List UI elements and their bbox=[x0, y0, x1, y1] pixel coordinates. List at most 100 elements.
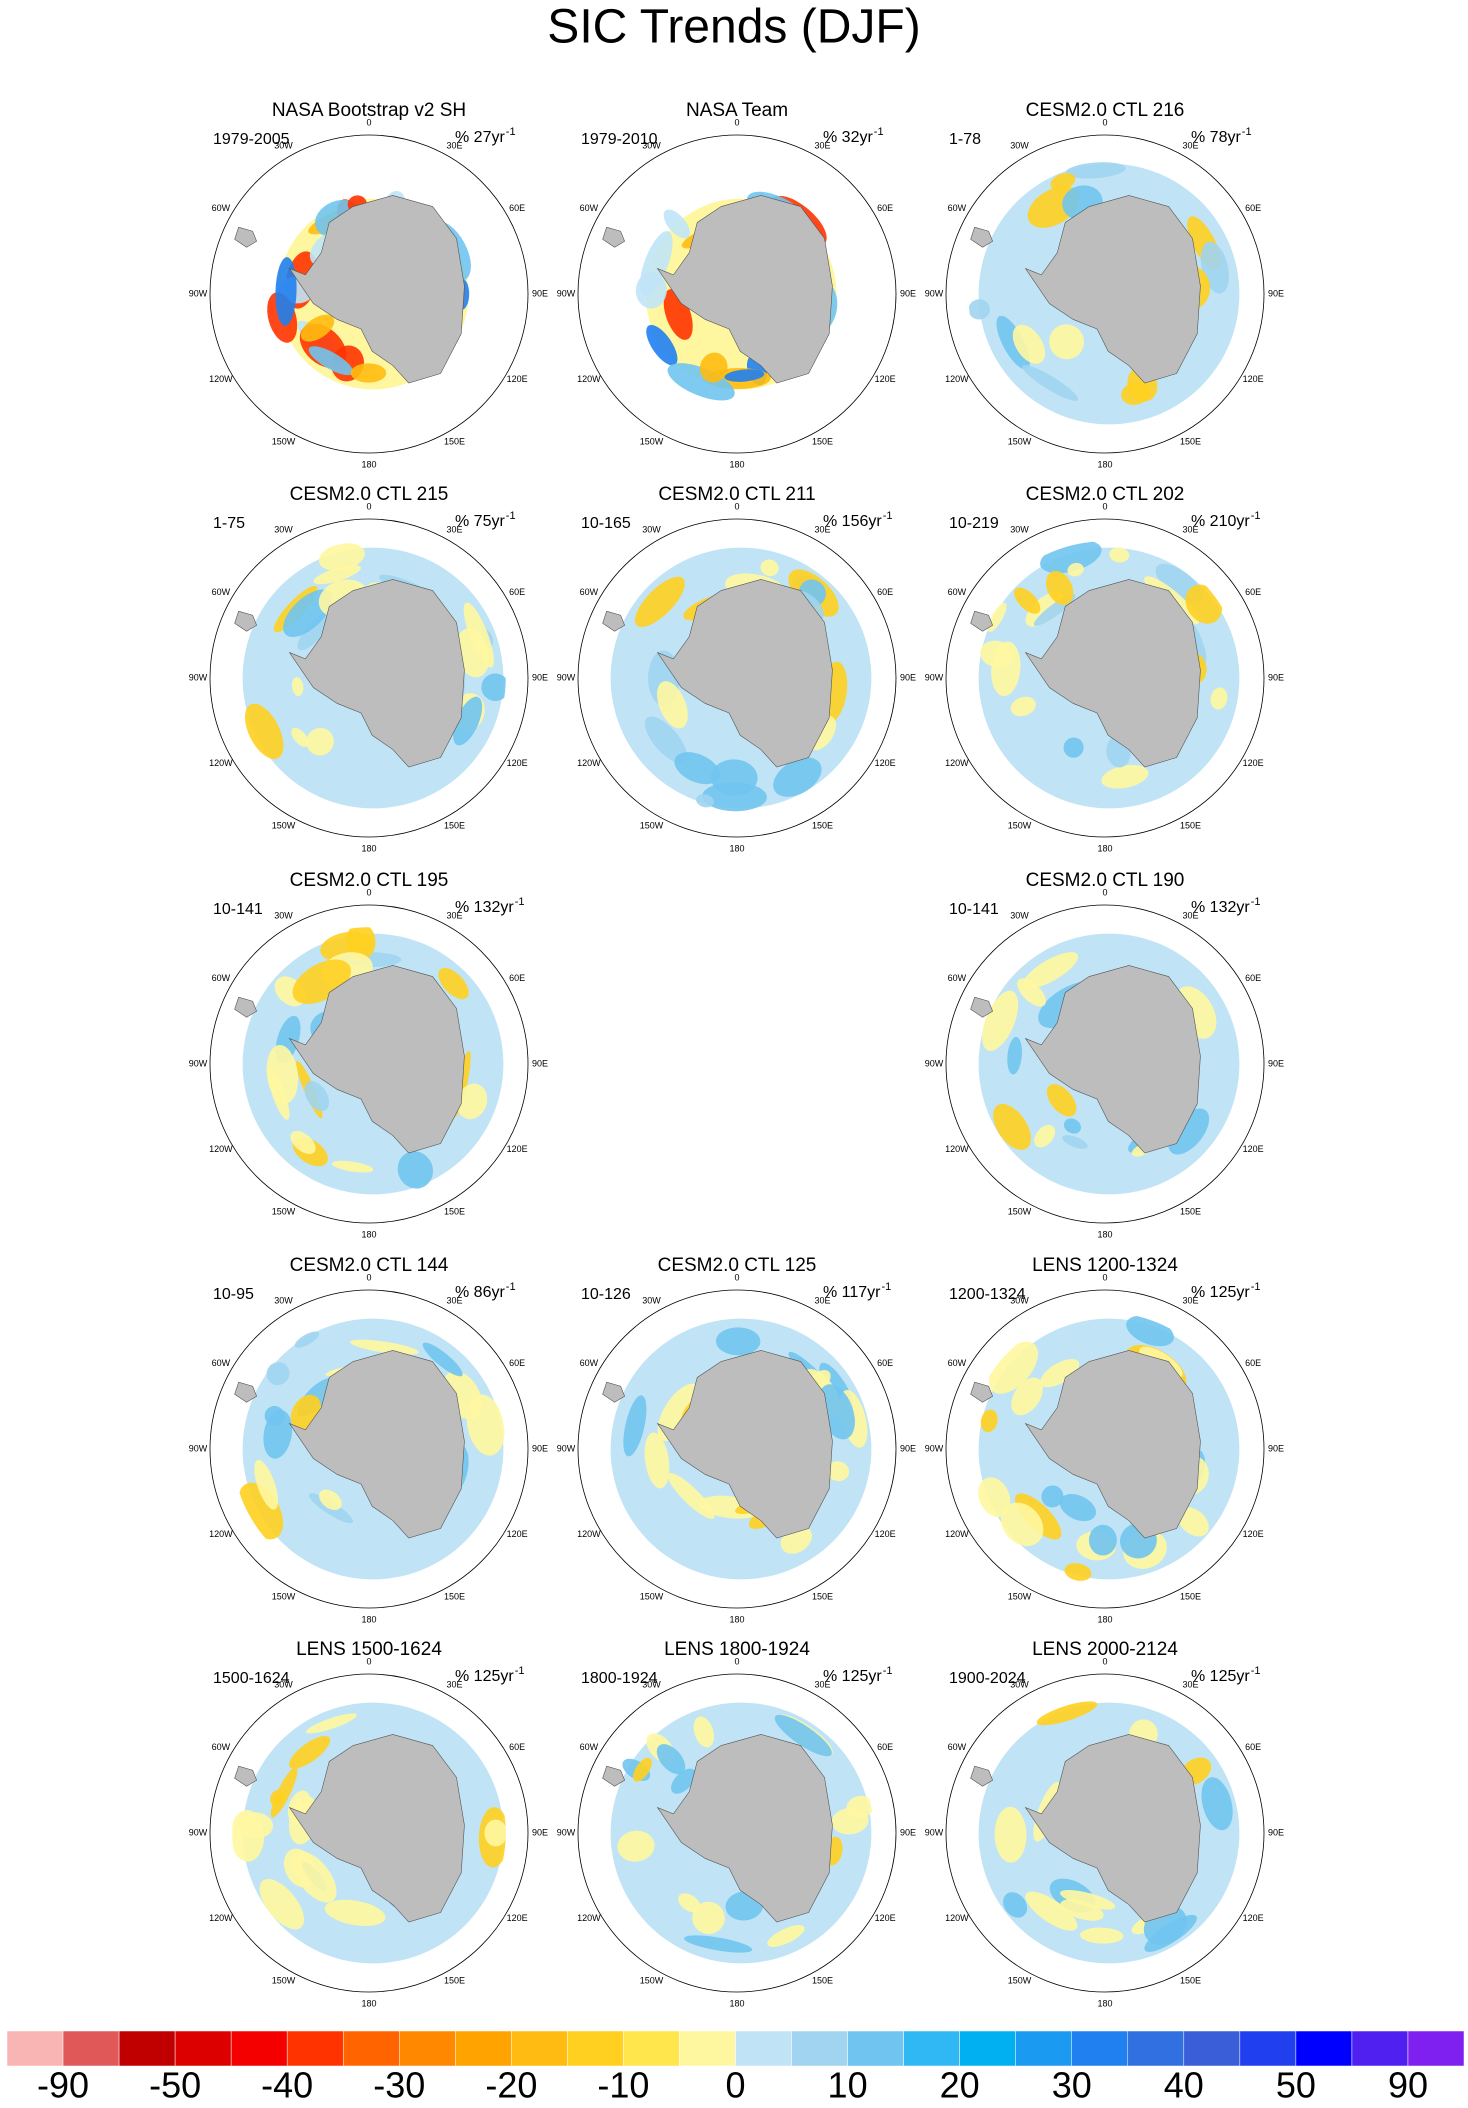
south-america bbox=[234, 1381, 257, 1403]
trend-patch bbox=[635, 272, 667, 309]
map-panel: CESM2.0 CTL 195 10-141 % 132yr -1 0 30E 60E 90E… bbox=[189, 870, 548, 1239]
longitude-label: 120E bbox=[1243, 374, 1264, 384]
longitude-label: 90E bbox=[1268, 288, 1284, 298]
trend-patch bbox=[291, 1851, 337, 1903]
map-border bbox=[577, 1289, 897, 1609]
longitude-label: 180 bbox=[1097, 843, 1112, 853]
panel-title: LENS 1200-1324 bbox=[1032, 1255, 1178, 1276]
longitude-label: 120E bbox=[1243, 1144, 1264, 1154]
map-border bbox=[945, 134, 1265, 454]
colorbar-label: 50 bbox=[1276, 2065, 1316, 2106]
antarctica bbox=[288, 1350, 465, 1539]
longitude-label: 150E bbox=[444, 436, 465, 446]
longitude-label: 120W bbox=[945, 374, 969, 384]
longitude-label: 0 bbox=[366, 117, 371, 127]
colorbar-label: 10 bbox=[828, 2065, 868, 2106]
longitude-label: 120W bbox=[577, 1913, 601, 1923]
longitude-label: 150W bbox=[1008, 436, 1032, 446]
longitude-label: 180 bbox=[729, 459, 744, 469]
trend-patch bbox=[1040, 1359, 1080, 1388]
colorbar-label: 20 bbox=[940, 2065, 980, 2106]
trend-patch bbox=[699, 352, 728, 383]
trend-patch bbox=[767, 1925, 805, 1947]
panel-units: % 86yr bbox=[455, 1284, 505, 1301]
colorbar-label: 90 bbox=[1388, 2065, 1428, 2106]
longitude-label: 30E bbox=[814, 1295, 830, 1305]
longitude-label: 60E bbox=[509, 1742, 525, 1752]
longitude-label: 120W bbox=[209, 1913, 233, 1923]
antarctica bbox=[656, 579, 833, 768]
longitude-label: 60E bbox=[877, 587, 893, 597]
trend-patch bbox=[1101, 764, 1149, 789]
longitude-label: 120E bbox=[507, 758, 528, 768]
trend-patch bbox=[1063, 1118, 1082, 1134]
panel-units: % 156yr bbox=[823, 513, 882, 530]
longitude-label: 30W bbox=[1010, 524, 1029, 534]
longitude-label: 60E bbox=[1245, 1742, 1261, 1752]
panel-units-exponent: -1 bbox=[1251, 510, 1261, 522]
panel-period: 1979-2005 bbox=[213, 131, 290, 148]
panel-units-exponent: -1 bbox=[883, 1665, 893, 1677]
longitude-label: 30W bbox=[274, 1679, 293, 1689]
longitude-label: 0 bbox=[1102, 1656, 1107, 1666]
map-border bbox=[945, 1289, 1265, 1609]
longitude-label: 120E bbox=[1243, 758, 1264, 768]
longitude-label: 90W bbox=[189, 1443, 208, 1453]
trend-patch bbox=[308, 346, 354, 376]
longitude-label: 150W bbox=[640, 820, 664, 830]
longitude-label: 60W bbox=[212, 1358, 231, 1368]
longitude-label: 60W bbox=[948, 203, 967, 213]
longitude-label: 120E bbox=[507, 1529, 528, 1539]
trend-patch bbox=[617, 1830, 655, 1862]
longitude-label: 30W bbox=[274, 910, 293, 920]
panel-title: CESM2.0 CTL 215 bbox=[290, 484, 449, 505]
longitude-label: 180 bbox=[361, 459, 376, 469]
longitude-label: 150W bbox=[272, 820, 296, 830]
trend-patch bbox=[657, 1383, 702, 1442]
longitude-label: 30E bbox=[446, 910, 462, 920]
map-border bbox=[209, 134, 529, 454]
longitude-label: 120W bbox=[945, 1144, 969, 1154]
longitude-label: 150E bbox=[444, 1591, 465, 1601]
longitude-label: 90E bbox=[532, 1443, 548, 1453]
south-america bbox=[970, 1381, 993, 1403]
panel-period: 10-126 bbox=[581, 1286, 631, 1303]
antarctica bbox=[1024, 195, 1201, 384]
longitude-label: 60E bbox=[1245, 203, 1261, 213]
longitude-label: 0 bbox=[734, 1656, 739, 1666]
colorbar-box bbox=[174, 2030, 232, 2067]
longitude-label: 150W bbox=[1008, 1206, 1032, 1216]
south-america bbox=[970, 996, 993, 1018]
trend-patch bbox=[263, 1409, 293, 1459]
colorbar-box bbox=[623, 2030, 680, 2067]
panel-units-exponent: -1 bbox=[515, 896, 525, 908]
longitude-label: 150E bbox=[444, 1206, 465, 1216]
longitude-label: 150W bbox=[640, 436, 664, 446]
longitude-label: 30W bbox=[1010, 1679, 1029, 1689]
map-panel: LENS 1800-1924 1800-1924 % 125yr -1 0 30E 60E 9… bbox=[557, 1639, 916, 2008]
map-panel: CESM2.0 CTL 215 1-75 % 75yr -1 0 30E 60E 90E 120… bbox=[189, 484, 548, 853]
trend-patch bbox=[1036, 1701, 1098, 1726]
panel-units: % 117yr bbox=[823, 1284, 881, 1301]
longitude-label: 150E bbox=[812, 436, 833, 446]
antarctica bbox=[656, 195, 833, 384]
map-border bbox=[577, 134, 897, 454]
trend-patch bbox=[291, 727, 309, 747]
colorbar-box bbox=[847, 2030, 904, 2067]
longitude-label: 60E bbox=[509, 1358, 525, 1368]
trend-patch bbox=[634, 576, 685, 628]
map-border bbox=[945, 904, 1265, 1224]
longitude-label: 30W bbox=[642, 524, 661, 534]
trend-patch bbox=[254, 1459, 279, 1510]
longitude-label: 120W bbox=[209, 758, 233, 768]
longitude-label: 30E bbox=[446, 1679, 462, 1689]
longitude-label: 30E bbox=[1182, 140, 1198, 150]
panel-units: % 125yr bbox=[1191, 1668, 1250, 1685]
trend-patch bbox=[289, 1735, 331, 1769]
colorbar-label: 40 bbox=[1164, 2065, 1204, 2106]
map-panel: NASA Bootstrap v2 SH 1979-2005 % 27yr -1 0 30… bbox=[189, 100, 548, 469]
longitude-label: 60W bbox=[580, 1742, 599, 1752]
longitude-label: 90W bbox=[925, 672, 944, 682]
colorbar-box bbox=[679, 2030, 736, 2067]
colorbar-box bbox=[399, 2030, 456, 2067]
